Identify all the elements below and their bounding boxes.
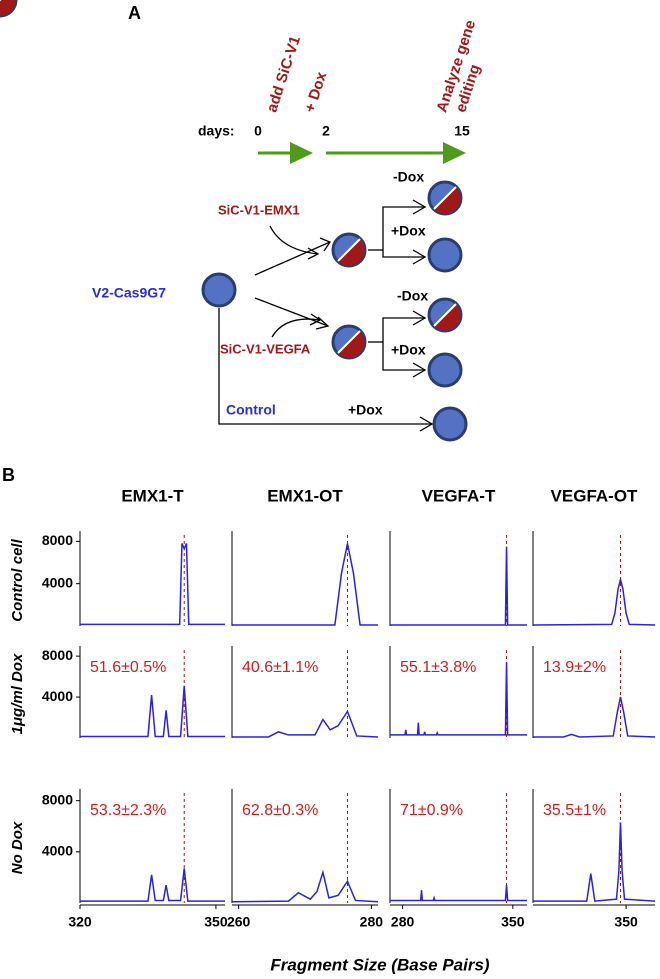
column-title: EMX1-T [121,486,184,505]
panel-label: B [2,465,15,485]
x-axis-label: Fragment Size (Base Pairs) [270,955,490,974]
row-title: 1μg/ml Dox [9,653,26,734]
timeline [258,142,466,164]
trace [231,869,379,903]
arrows [218,199,434,432]
annotation: 35.5±1% [543,802,606,819]
y-tick-label: 4000 [42,688,73,704]
trace [80,685,225,738]
x-tick-label: 260 [227,914,251,930]
x-tick-label: 350 [614,914,638,930]
treatment: +Dox [391,342,426,358]
trace [533,822,656,902]
y-tick-label: 4000 [42,574,73,590]
annotation: 55.1±3.8% [400,659,476,676]
trace [533,696,656,738]
x-tick-label: 280 [360,914,384,930]
x-tick-label: 350 [204,914,228,930]
y-tick-label: 8000 [42,532,73,548]
annotation: 71±0.9% [400,802,463,819]
treatment: -Dox [393,169,424,185]
trace [232,543,378,626]
annotation: 40.6±1.1% [242,659,318,676]
step-label: add SiC-V1 [263,34,304,115]
annotation: 53.3±2.3% [90,802,166,819]
construct: SiC-V1-EMX1 [218,202,300,217]
y-tick-label: 8000 [42,791,73,807]
trace [390,662,527,736]
trace [80,543,225,626]
annotation: 51.6±0.5% [90,659,166,676]
x-tick-label: 320 [68,914,92,930]
construct: SiC-V1-VEGFA [220,341,311,356]
day: 0 [254,123,262,139]
treatment: +Dox [391,223,426,239]
annotation: 13.9±2% [543,659,606,676]
x-tick-label: 280 [391,914,415,930]
column-title: VEGFA-OT [551,486,639,505]
annotation: 62.8±0.3% [242,802,318,819]
control-label: Control [226,402,276,418]
y-tick-label: 8000 [42,647,73,663]
trace [532,579,656,626]
cells [0,0,468,442]
day: 2 [322,123,330,139]
days-label: days: [198,123,235,139]
treatment: -Dox [397,288,428,304]
row-title: Control cell [9,538,26,621]
cell-line: V2-Cas9G7 [92,285,166,301]
row-title: No Dox [9,821,26,874]
step-label: + Dox [301,69,330,114]
trace [80,868,225,902]
trace [390,885,527,902]
panel-label: A [128,3,141,23]
y-tick-label: 4000 [42,843,73,859]
trace [390,546,527,626]
treatment: +Dox [348,402,383,418]
trace [232,709,379,738]
x-tick-label: 350 [501,914,525,930]
column-title: EMX1-OT [267,486,343,505]
day: 15 [454,123,470,139]
column-title: VEGFA-T [422,486,496,505]
